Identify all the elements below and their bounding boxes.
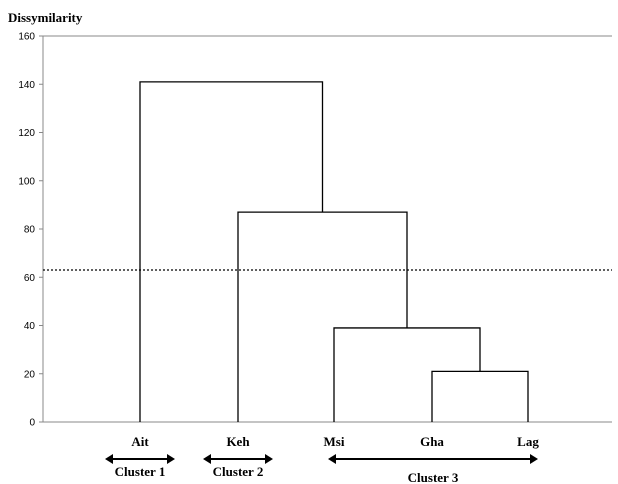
dendrogram-link — [431, 370, 529, 422]
y-tick-label: 20 — [24, 369, 36, 380]
leaf-label: Keh — [226, 434, 250, 449]
y-tick-label: 40 — [24, 321, 36, 332]
cluster-label: Cluster 3 — [408, 470, 459, 484]
y-tick-label: 100 — [18, 176, 35, 187]
cluster-arrow-head-left — [105, 454, 113, 464]
y-tick-label: 160 — [18, 32, 35, 43]
y-tick-label: 80 — [24, 225, 36, 236]
y-tick-label: 140 — [18, 80, 35, 91]
cluster-arrow-head-right — [167, 454, 175, 464]
cluster-arrow-head-left — [328, 454, 336, 464]
dendrogram-link — [237, 211, 408, 422]
y-tick-label: 60 — [24, 273, 36, 284]
cluster-label: Cluster 1 — [115, 464, 166, 479]
dendrogram-link — [333, 327, 481, 422]
cluster-arrow-head-right — [530, 454, 538, 464]
y-tick-label: 120 — [18, 128, 35, 139]
cluster-label: Cluster 2 — [213, 464, 264, 479]
dendrogram-link — [139, 81, 324, 422]
leaf-label: Lag — [517, 434, 539, 449]
leaf-label: Ait — [131, 434, 149, 449]
leaf-label: Msi — [324, 434, 345, 449]
y-tick-label: 0 — [29, 418, 35, 429]
cluster-arrow-head-left — [203, 454, 211, 464]
y-axis-title: Dissymilarity — [8, 10, 83, 25]
cluster-arrow-head-right — [265, 454, 273, 464]
leaf-label: Gha — [420, 434, 444, 449]
